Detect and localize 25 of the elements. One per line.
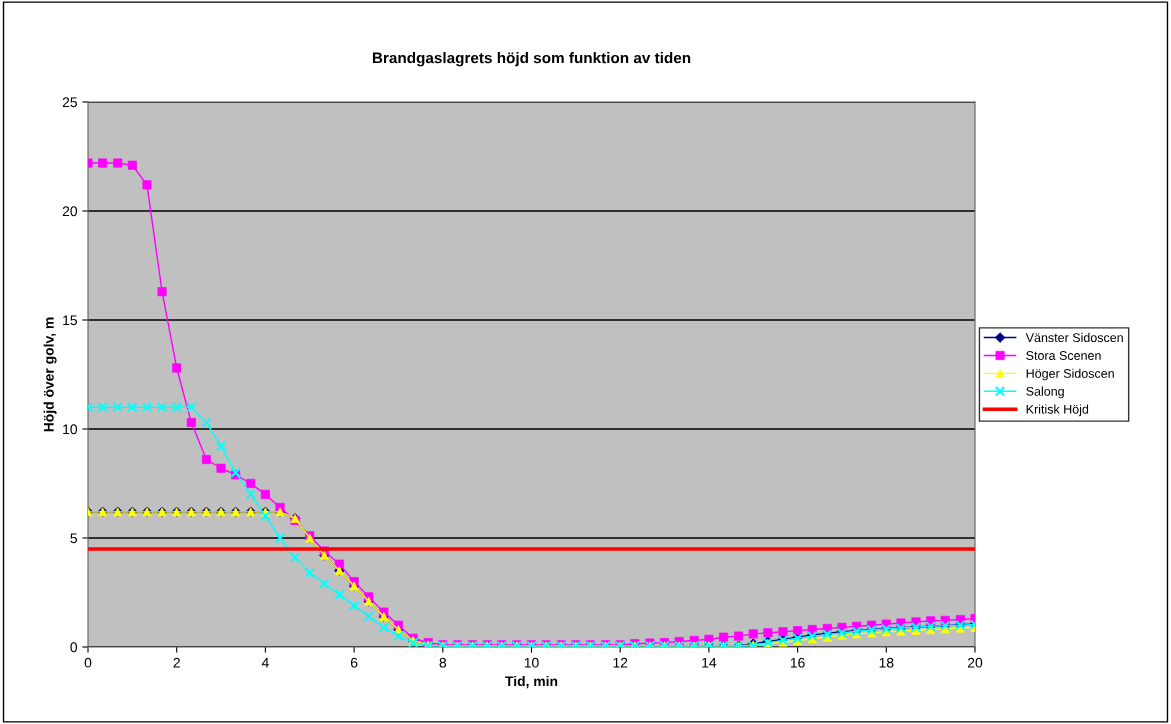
y-tick-label: 10 — [63, 424, 78, 435]
x-tick-label: 20 — [967, 657, 983, 668]
legend-label: Salong — [1026, 386, 1064, 399]
x-tick-label: 12 — [613, 657, 628, 668]
legend-label: Höger Sidoscen — [1026, 368, 1114, 381]
y-tick-label: 0 — [70, 642, 78, 653]
x-tick-label: 14 — [702, 657, 717, 668]
x-tick-label: 18 — [879, 657, 894, 668]
x-tick-label: 10 — [524, 657, 539, 668]
chart-title: Brandgaslagrets höjd som funktion av tiden — [372, 52, 691, 67]
x-tick-label: 16 — [790, 657, 805, 668]
legend-label: Vänster Sidoscen — [1025, 332, 1123, 343]
x-axis-title: Tid, min — [505, 675, 558, 689]
y-tick-label: 5 — [70, 533, 77, 544]
x-tick-label: 6 — [350, 657, 358, 668]
legend-label: Stora Scenen — [1026, 351, 1101, 360]
y-axis-title: Höjd över golv, m — [43, 317, 57, 432]
y-tick-label: 20 — [62, 206, 78, 217]
x-tick-label: 0 — [84, 657, 92, 668]
x-tick-label: 8 — [439, 657, 447, 668]
x-tick-label: 2 — [173, 657, 180, 668]
legend-label: Kritisk Höjd — [1026, 404, 1089, 417]
y-tick-label: 25 — [62, 97, 77, 108]
y-tick-label: 15 — [63, 315, 77, 326]
x-tick-label: 4 — [261, 657, 269, 668]
